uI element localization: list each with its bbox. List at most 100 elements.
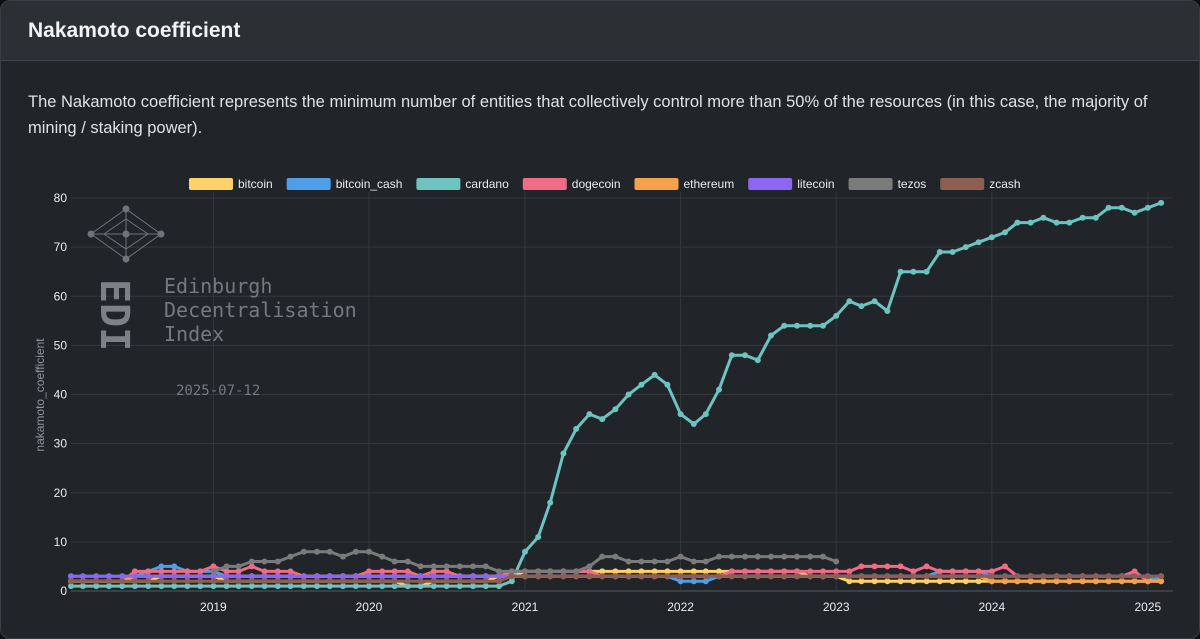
data-point[interactable] — [79, 583, 86, 590]
data-point[interactable] — [1144, 578, 1151, 585]
data-point[interactable] — [690, 421, 697, 427]
data-point[interactable] — [184, 573, 191, 580]
data-point[interactable] — [677, 578, 684, 585]
data-point[interactable] — [820, 573, 826, 580]
data-point[interactable] — [522, 568, 528, 575]
data-point[interactable] — [1053, 578, 1060, 585]
data-point[interactable] — [105, 578, 112, 585]
data-point[interactable] — [131, 573, 138, 580]
data-point[interactable] — [508, 578, 515, 585]
data-point[interactable] — [482, 578, 489, 585]
data-point[interactable] — [391, 583, 398, 590]
data-point[interactable] — [547, 573, 554, 580]
data-point[interactable] — [326, 578, 333, 585]
data-point[interactable] — [184, 568, 191, 575]
data-point[interactable] — [68, 573, 74, 580]
data-point[interactable] — [105, 583, 112, 590]
data-point[interactable] — [728, 553, 735, 560]
data-point[interactable] — [235, 573, 242, 580]
data-point[interactable] — [781, 322, 788, 329]
data-point[interactable] — [910, 578, 917, 585]
data-point[interactable] — [586, 563, 593, 570]
data-point[interactable] — [274, 558, 281, 565]
data-point[interactable] — [300, 548, 307, 555]
data-point[interactable] — [404, 583, 411, 590]
data-point[interactable] — [145, 568, 152, 575]
data-point[interactable] — [612, 573, 619, 580]
data-point[interactable] — [1079, 573, 1086, 580]
data-point[interactable] — [171, 578, 178, 585]
data-point[interactable] — [184, 578, 191, 585]
data-point[interactable] — [248, 583, 255, 590]
data-point[interactable] — [443, 573, 450, 580]
data-point[interactable] — [975, 578, 982, 585]
data-point[interactable] — [754, 573, 761, 580]
data-point[interactable] — [366, 568, 372, 575]
legend-item-ethereum[interactable]: ethereum — [634, 177, 735, 191]
data-point[interactable] — [794, 573, 800, 580]
data-point[interactable] — [430, 573, 437, 580]
data-point[interactable] — [197, 578, 204, 585]
data-point[interactable] — [379, 578, 386, 585]
data-point[interactable] — [223, 568, 230, 575]
data-point[interactable] — [145, 578, 152, 585]
data-point[interactable] — [599, 553, 606, 560]
data-point[interactable] — [210, 583, 217, 590]
data-point[interactable] — [366, 548, 372, 555]
data-point[interactable] — [235, 568, 242, 575]
data-point[interactable] — [261, 573, 268, 580]
data-point[interactable] — [988, 568, 995, 575]
data-point[interactable] — [923, 563, 930, 570]
data-point[interactable] — [742, 568, 748, 575]
data-point[interactable] — [768, 568, 774, 575]
data-point[interactable] — [573, 568, 580, 575]
data-point[interactable] — [742, 352, 748, 359]
data-point[interactable] — [522, 548, 528, 555]
data-point[interactable] — [79, 578, 86, 585]
data-point[interactable] — [430, 578, 437, 585]
data-point[interactable] — [651, 558, 658, 565]
data-point[interactable] — [1066, 219, 1073, 226]
data-point[interactable] — [210, 563, 217, 570]
data-point[interactable] — [807, 553, 814, 560]
data-point[interactable] — [586, 573, 593, 580]
data-point[interactable] — [962, 244, 969, 251]
data-point[interactable] — [404, 573, 411, 580]
data-point[interactable] — [664, 381, 671, 388]
data-point[interactable] — [962, 578, 969, 585]
data-point[interactable] — [702, 573, 709, 580]
data-point[interactable] — [1079, 578, 1086, 585]
data-point[interactable] — [664, 573, 671, 580]
data-point[interactable] — [443, 578, 450, 585]
data-point[interactable] — [131, 583, 138, 590]
data-point[interactable] — [897, 578, 904, 585]
data-point[interactable] — [210, 568, 217, 575]
data-point[interactable] — [287, 583, 294, 590]
data-point[interactable] — [391, 558, 398, 565]
data-point[interactable] — [274, 583, 281, 590]
data-point[interactable] — [300, 573, 307, 580]
data-point[interactable] — [897, 563, 904, 570]
data-point[interactable] — [716, 386, 722, 393]
data-point[interactable] — [716, 573, 722, 580]
data-point[interactable] — [936, 568, 943, 575]
data-point[interactable] — [1066, 578, 1073, 585]
data-point[interactable] — [1014, 219, 1021, 226]
data-point[interactable] — [975, 568, 982, 575]
data-point[interactable] — [884, 573, 891, 580]
data-point[interactable] — [79, 573, 86, 580]
data-point[interactable] — [1066, 573, 1073, 580]
data-point[interactable] — [171, 573, 178, 580]
data-point[interactable] — [340, 573, 346, 580]
data-point[interactable] — [625, 391, 632, 398]
data-point[interactable] — [884, 563, 891, 570]
data-point[interactable] — [1092, 573, 1099, 580]
data-point[interactable] — [261, 578, 268, 585]
data-point[interactable] — [664, 558, 671, 565]
data-point[interactable] — [352, 548, 359, 555]
data-point[interactable] — [702, 558, 709, 565]
data-point[interactable] — [794, 553, 800, 560]
data-point[interactable] — [833, 568, 840, 575]
data-point[interactable] — [1014, 573, 1021, 580]
data-point[interactable] — [833, 558, 840, 565]
